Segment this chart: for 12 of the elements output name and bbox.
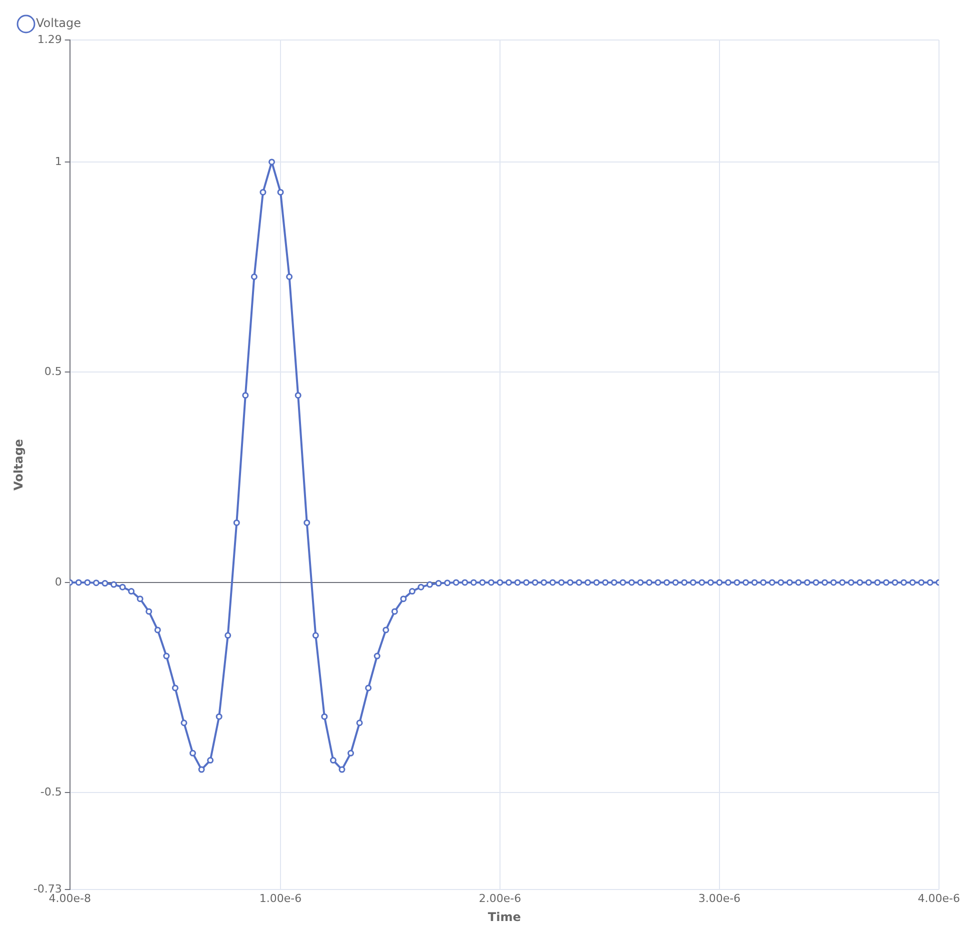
legend-label: Voltage: [36, 16, 82, 30]
x-tick-label: 4.00e-6: [918, 892, 960, 905]
y-tick-label: 1.29: [37, 32, 62, 46]
x-axis-title: Time: [488, 910, 521, 924]
y-tick-label: 0.5: [44, 365, 62, 378]
x-tick-label: 1.00e-6: [259, 892, 302, 905]
y-axis-title: Voltage: [11, 438, 26, 490]
y-tick-label: 1: [54, 154, 62, 168]
x-tick-label: 3.00e-6: [698, 892, 741, 905]
x-tick-label: 2.00e-6: [478, 892, 522, 905]
y-tick-label: 0: [54, 575, 62, 588]
y-tick-label: -0.5: [40, 786, 62, 799]
